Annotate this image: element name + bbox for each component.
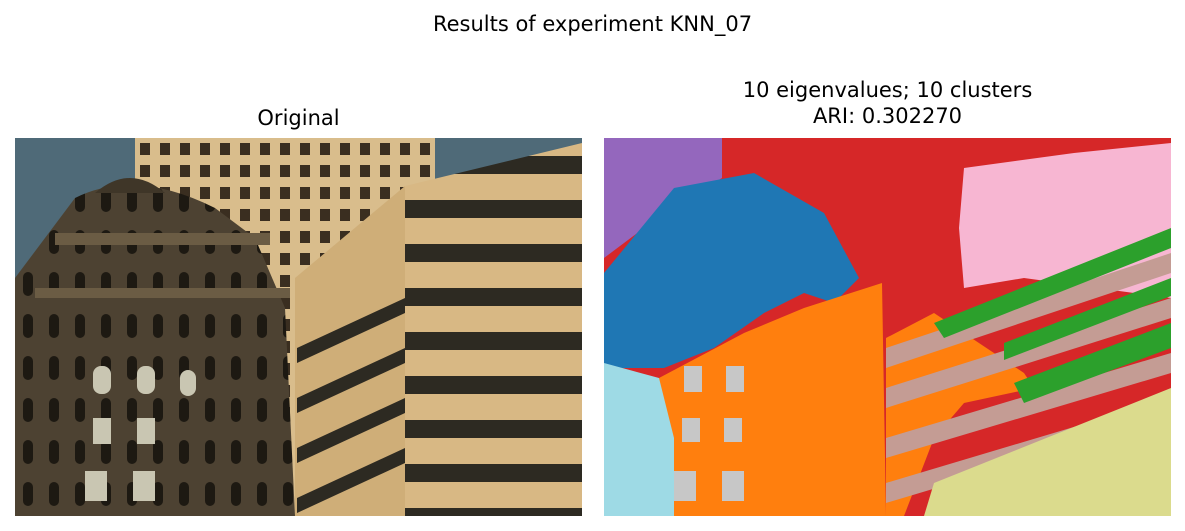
original-photo-graphic [15,138,582,516]
cluster-rose-lines-2 [886,298,1171,408]
cluster-rose-lines [886,253,1171,368]
original-image [15,138,582,516]
cluster-orange [659,283,886,516]
cluster-green-3 [1014,323,1171,403]
segmentation-title-line1: 10 eigenvalues; 10 clusters [742,78,1033,102]
building-side-stripe [297,448,405,513]
dome-cornice-lower [35,288,290,298]
cluster-khaki [924,388,1171,516]
cluster-blue [604,173,859,368]
segmentation-panel-title: 10 eigenvalues; 10 clusters ARI: 0.30227… [604,77,1171,129]
segmentation-graphic [604,138,1171,516]
cluster-gray-windows [674,366,744,501]
dome-building [15,185,295,516]
building-lit-face [295,186,405,516]
cluster-purple [604,138,722,258]
segmentation-title-line2: ARI: 0.302270 [812,104,963,128]
cluster-green-2 [1004,278,1171,360]
original-panel-title: Original [257,106,340,130]
dome-cornice [55,233,270,245]
cluster-lightblue [604,363,674,516]
building-side-stripes [297,298,405,363]
dome-windows-lit [85,366,196,501]
building-side-stripe [297,348,405,413]
cluster-green [934,228,1171,338]
figure-suptitle: Results of experiment KNN_07 [432,12,753,36]
cluster-rose-lines-3 [886,353,1171,458]
striped-building [405,143,582,516]
dome-top [95,178,165,193]
segmentation-image [604,138,1171,516]
building-side-stripe [297,398,405,463]
